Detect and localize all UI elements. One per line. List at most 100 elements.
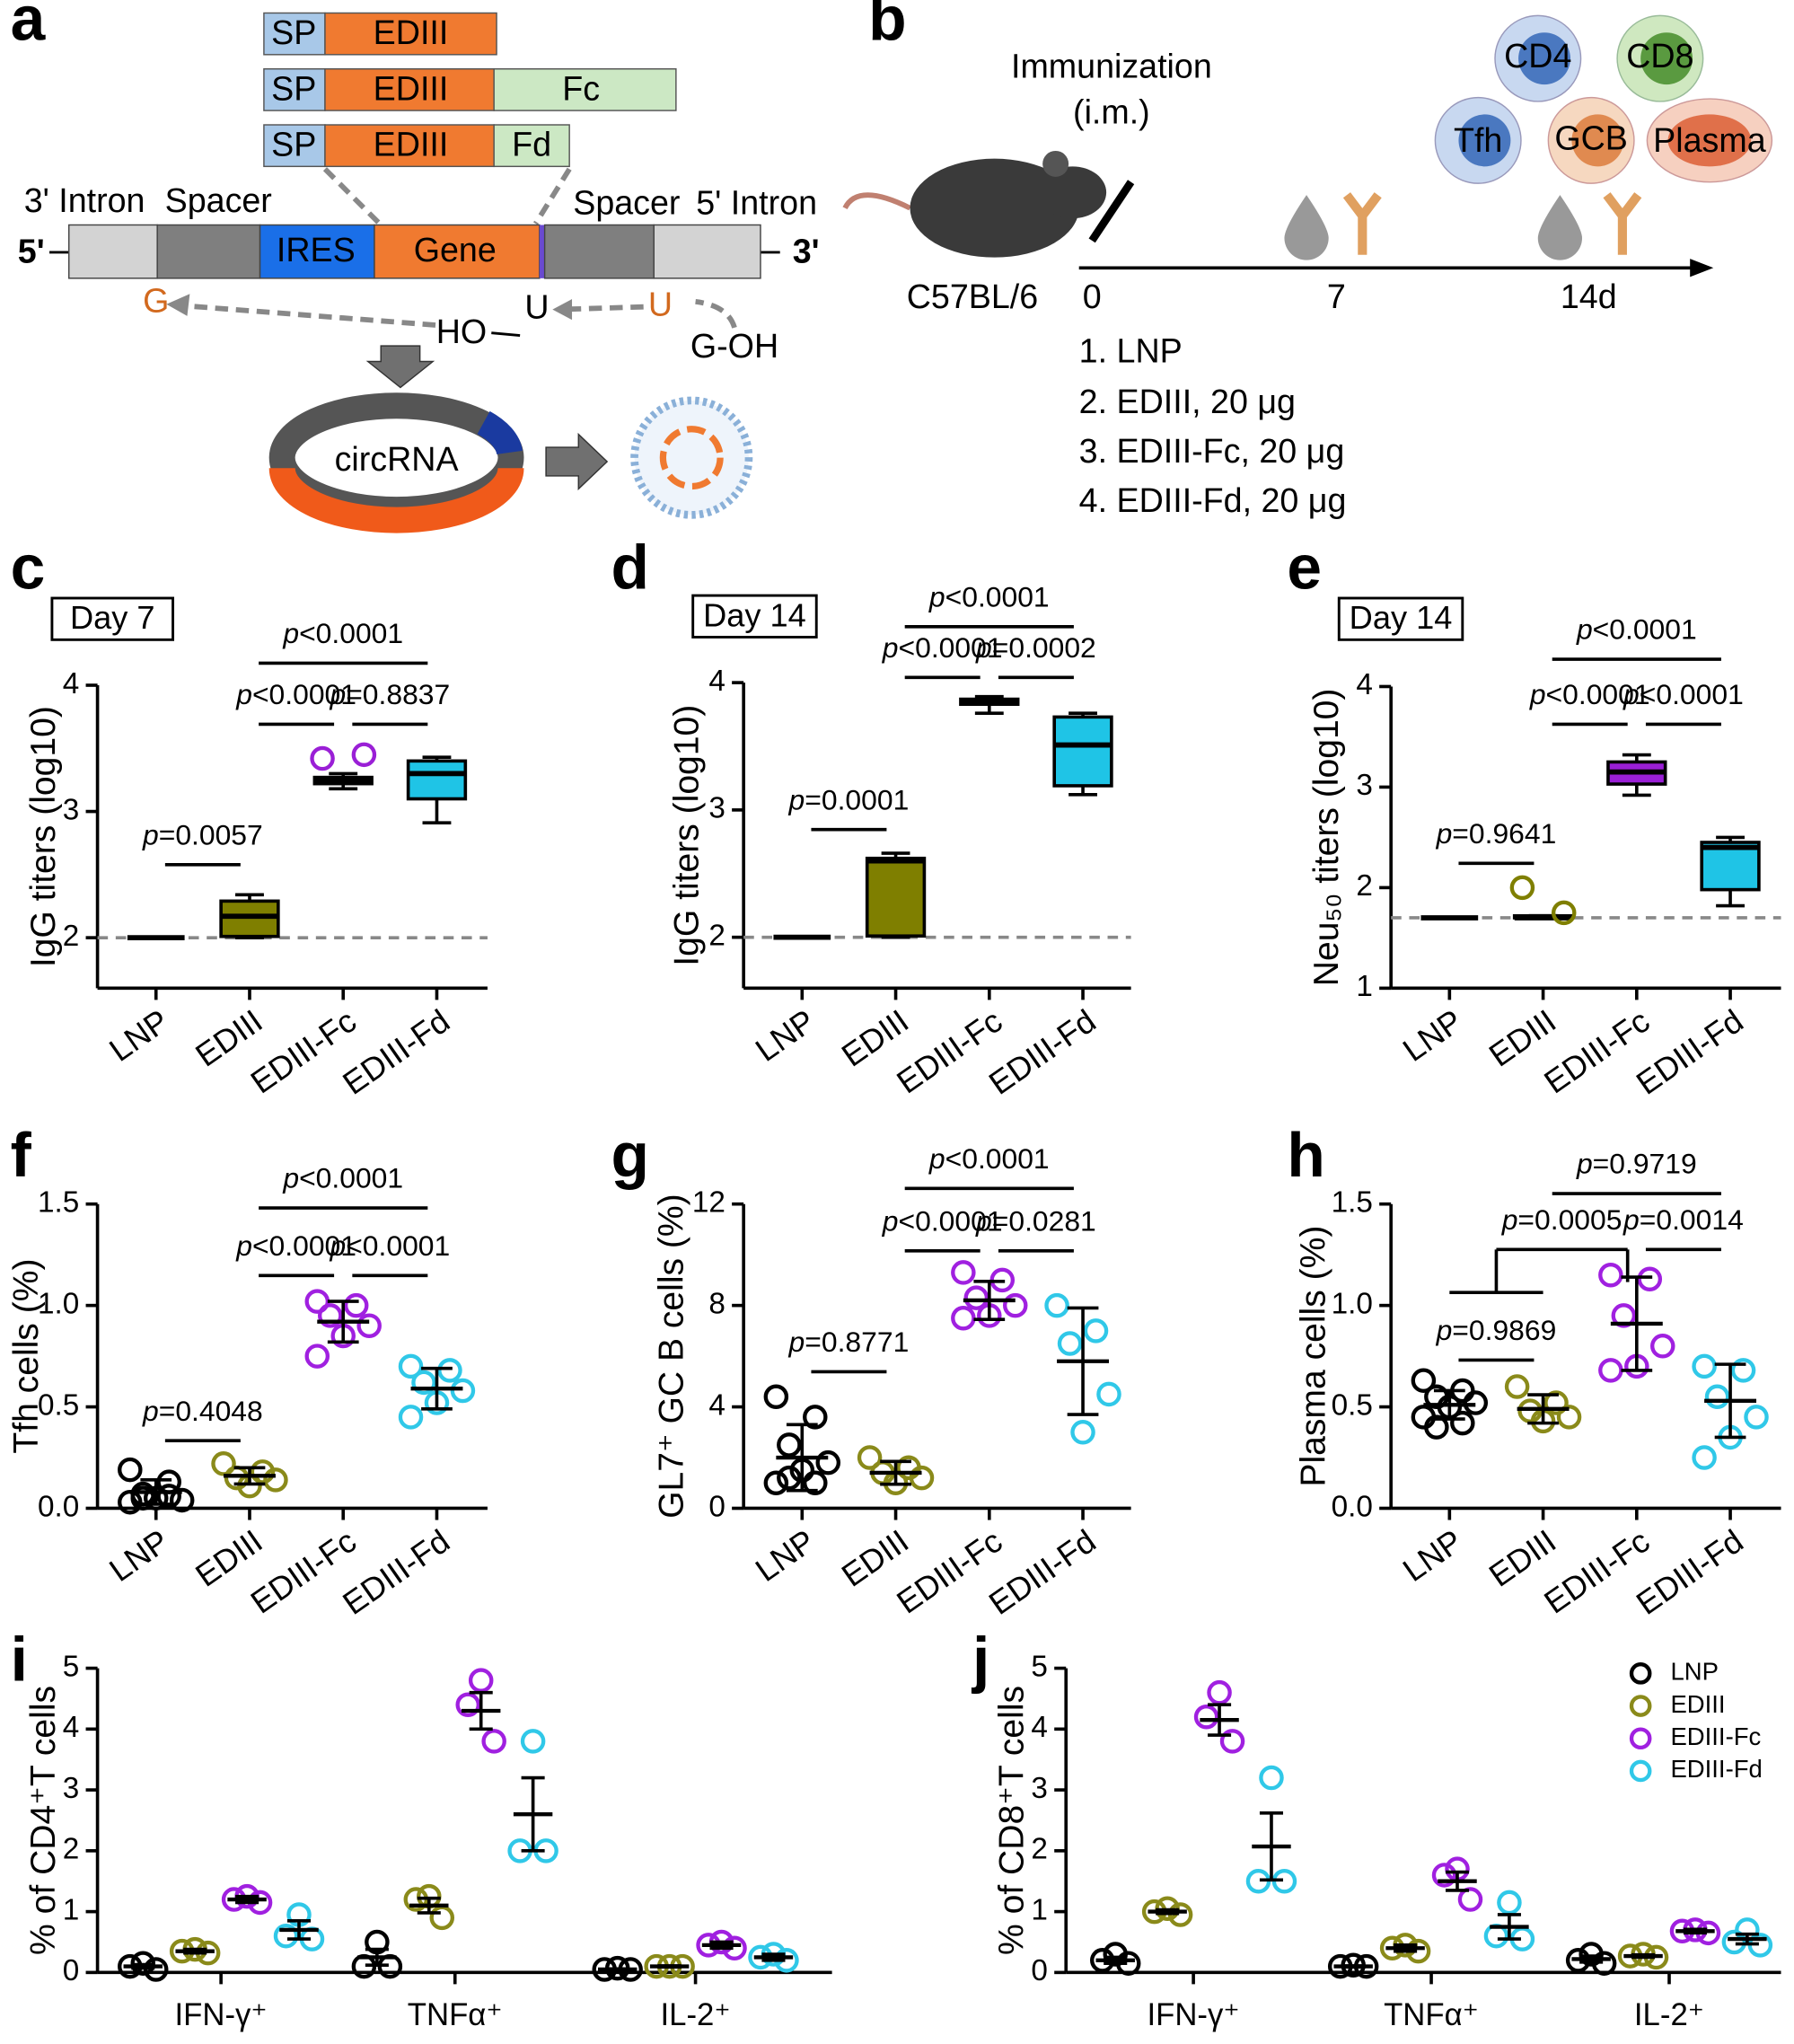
y-tick-label: 4 <box>708 665 726 698</box>
x-tick-label: TNFα⁺ <box>408 1998 503 2032</box>
timepoint: 7 <box>1327 278 1346 315</box>
p-value: p=0.0057 <box>142 819 263 851</box>
splice-label: HO <box>436 313 487 350</box>
data-point <box>273 1923 299 1949</box>
strand-label: Gene <box>414 231 497 269</box>
strand-label: 5' <box>18 232 45 269</box>
data-point <box>304 1344 330 1369</box>
panel-letter: c <box>11 532 46 602</box>
p-value: p=0.0001 <box>788 784 910 816</box>
panel-letter: j <box>971 1625 989 1695</box>
y-tick-label: 2 <box>1031 1833 1048 1866</box>
y-tick-label: 8 <box>708 1287 726 1320</box>
data-point <box>468 1668 494 1693</box>
x-tick-label: LNP <box>102 1002 175 1069</box>
data-point <box>1096 1381 1121 1407</box>
spacer <box>543 224 655 279</box>
data-point <box>815 1449 841 1476</box>
panel-letter: a <box>11 0 47 53</box>
legend-marker <box>1629 1727 1652 1750</box>
block-label: Fc <box>562 69 600 107</box>
p-value: p<0.0001 <box>1529 678 1650 710</box>
ediii-block <box>324 12 497 56</box>
data-point <box>429 1905 455 1931</box>
title-box <box>691 594 818 639</box>
y-tick-label: 4 <box>63 1711 80 1744</box>
data-point <box>1193 1705 1219 1730</box>
strand-label: IRES <box>277 231 356 269</box>
x-tick-label: LNP <box>749 1002 822 1069</box>
cell-label: Tfh <box>1454 121 1502 159</box>
y-axis-label: IgG titers (log10) <box>668 705 707 966</box>
panel-letter: h <box>1287 1120 1324 1190</box>
arrowhead <box>1690 259 1714 278</box>
x-tick-label: EDIII-Fc <box>1537 1522 1656 1621</box>
timepoint: 14d <box>1561 278 1617 315</box>
data-point <box>317 1303 343 1328</box>
block-label: SP <box>271 13 316 51</box>
data-point <box>1411 1368 1437 1393</box>
panel-letter: b <box>868 0 906 53</box>
data-point <box>963 1285 989 1310</box>
region-label: 3' Intron <box>24 181 145 219</box>
y-tick-label: 4 <box>1031 1711 1048 1744</box>
y-axis-label: Plasma cells (%) <box>1295 1226 1333 1487</box>
block-label: SP <box>271 69 316 107</box>
immunization-label: (i.m.) <box>1073 93 1150 130</box>
y-tick-label: 2 <box>63 1833 80 1866</box>
data-point <box>763 1470 789 1496</box>
data-point <box>951 1260 976 1285</box>
p-value: p<0.0001 <box>882 1205 1003 1238</box>
y-tick-label: 2 <box>708 919 726 952</box>
y-tick-label: 0.5 <box>1332 1388 1373 1422</box>
x-tick-label: LNP <box>1396 1002 1469 1069</box>
x-tick-label: EDIII-Fd <box>336 1002 456 1102</box>
data-point <box>343 1292 369 1318</box>
y-tick-label: 0.0 <box>38 1490 79 1523</box>
data-point <box>857 1445 883 1470</box>
data-point <box>803 1405 828 1430</box>
panel-letter: i <box>11 1625 28 1695</box>
linker <box>539 225 545 278</box>
x-tick-label: EDIII-Fc <box>890 1522 1008 1621</box>
nucleus <box>1518 32 1570 85</box>
data-point <box>156 1484 181 1509</box>
chart-title: Day 7 <box>70 599 155 636</box>
data-point <box>1044 1292 1069 1318</box>
data-point <box>1692 1353 1717 1379</box>
box <box>406 759 468 801</box>
p-value: p<0.0001 <box>1576 613 1697 646</box>
data-point <box>437 1358 462 1383</box>
data-point <box>1551 900 1577 926</box>
y-tick-label: 12 <box>692 1185 726 1219</box>
y-tick-label: 3 <box>63 793 80 826</box>
legend-marker <box>1629 1759 1652 1783</box>
x-tick-label: LNP <box>102 1522 175 1589</box>
y-tick-label: 1.5 <box>1332 1185 1373 1219</box>
data-point <box>763 1384 789 1410</box>
x-tick-label: EDIII-Fd <box>982 1522 1103 1622</box>
y-tick-label: 0 <box>1031 1954 1048 1987</box>
strand-label: 3' <box>793 232 820 269</box>
y-axis-label: GL7⁺ GC B cells (%) <box>652 1194 690 1519</box>
data-point <box>1730 1358 1756 1383</box>
data-point <box>1504 1374 1530 1399</box>
data-point <box>398 1353 424 1379</box>
p-value: p<0.0001 <box>928 1142 1050 1175</box>
data-point <box>1431 1863 1457 1888</box>
panel-letters: a b c d e f g h i j <box>11 0 1325 1695</box>
x-tick-label: EDIII-Fc <box>244 1522 363 1621</box>
p-value: p<0.0001 <box>282 1162 403 1194</box>
splice-label: G-OH <box>690 327 778 365</box>
data-point <box>351 742 377 768</box>
data-point <box>1259 1765 1284 1791</box>
data-point <box>777 1465 802 1491</box>
p-value: p=0.9869 <box>1436 1314 1557 1346</box>
block-label: Fd <box>512 126 551 163</box>
data-point <box>909 1465 935 1491</box>
box <box>865 856 927 938</box>
x-tick-label: IFN-γ⁺ <box>175 1998 268 2032</box>
data-point <box>1543 1390 1569 1415</box>
circrna-gene <box>268 467 524 533</box>
y-tick-label: 1 <box>1356 970 1373 1003</box>
